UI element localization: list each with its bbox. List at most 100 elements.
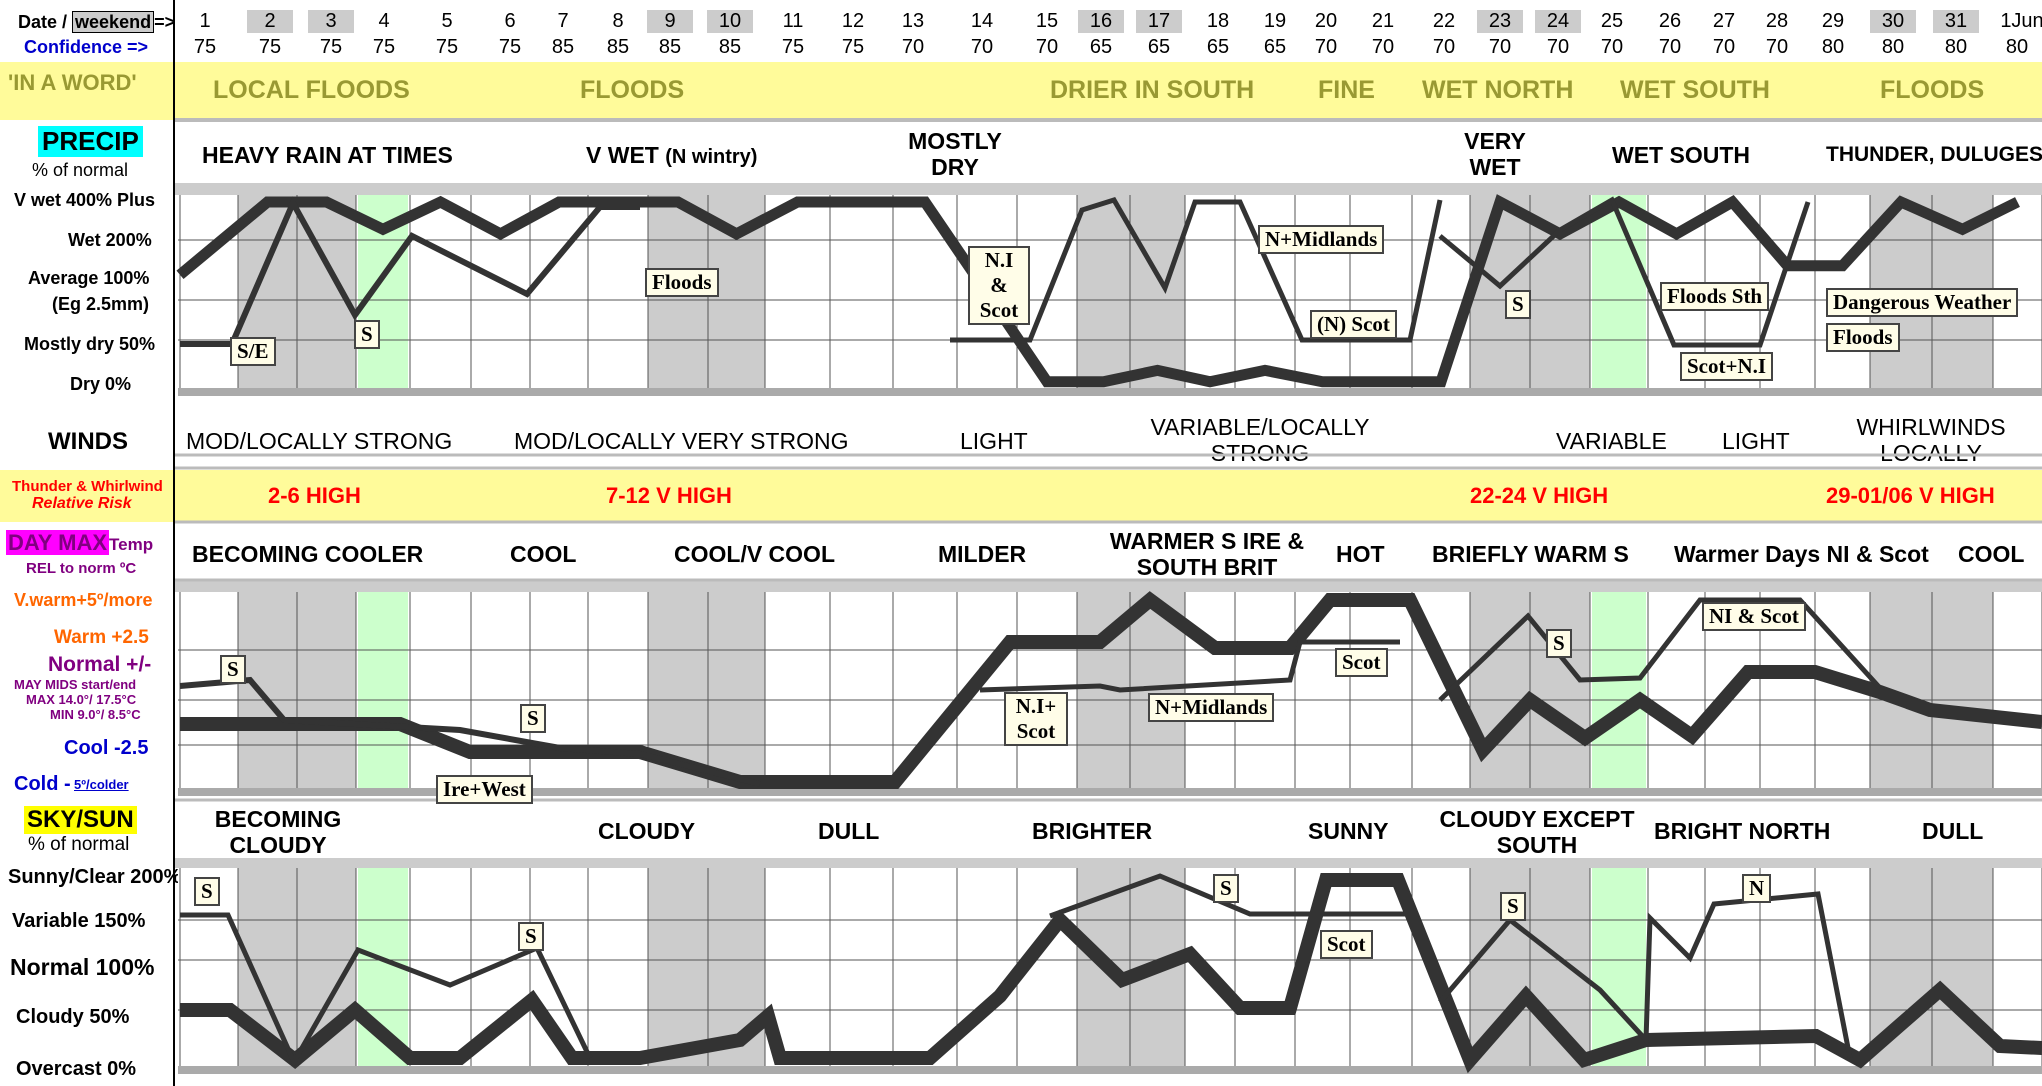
precip-y-label: (Eg 2.5mm) xyxy=(52,294,150,314)
confidence-cell: 70 xyxy=(1371,36,1395,58)
confidence-cell: 80 xyxy=(1881,36,1905,58)
annotation-box: Dangerous Weather xyxy=(1826,288,2019,317)
confidence-cell: 75 xyxy=(319,36,343,58)
date-cell: 3 xyxy=(308,10,354,33)
annotation-box: S/E xyxy=(230,337,276,366)
confidence-cell: 65 xyxy=(1263,36,1287,58)
thunder-sublabel: Relative Risk xyxy=(32,495,132,512)
annotation-box: (N) Scot xyxy=(1310,310,1397,339)
daymax-y-label: MAX 14.0°/ 17.5°C xyxy=(26,692,137,707)
confidence-cell: 85 xyxy=(718,36,742,58)
in-a-word-label: 'IN A WORD' xyxy=(8,70,137,95)
daymax-heading: COOL xyxy=(510,541,577,567)
annotation-box: S xyxy=(354,320,380,349)
in-a-word-label-cell xyxy=(0,62,173,120)
precip-heading: HEAVY RAIN AT TIMES xyxy=(202,142,453,168)
precip-line-se xyxy=(180,196,640,347)
date-cell: 27 xyxy=(1712,10,1736,32)
precip-sublabel: % of normal xyxy=(32,160,129,180)
precip-heading: VERY WET xyxy=(1464,128,1526,180)
winds-item: VARIABLE/LOCALLY STRONG xyxy=(1150,414,1370,466)
daymax-heading: Warmer Days NI & Scot xyxy=(1674,541,1929,567)
winds-item: MOD/LOCALLY STRONG xyxy=(186,428,453,454)
daymax-heading: COOL xyxy=(1958,541,2025,567)
date-cell: 14 xyxy=(970,10,994,32)
date-cell: 11 xyxy=(782,10,804,32)
in-a-word-item: FLOODS xyxy=(1880,76,1985,104)
confidence-cell: 70 xyxy=(1600,36,1624,58)
left-divider xyxy=(173,0,175,1086)
sky-heading: SUNNY xyxy=(1308,818,1389,844)
date-cell: 1 xyxy=(199,10,211,32)
date-cell: 22 xyxy=(1432,10,1456,32)
date-cell: 31 xyxy=(1933,10,1979,33)
annotation-box: Scot xyxy=(1335,648,1388,677)
daymax-panel-weekend-col xyxy=(708,592,765,792)
sky-line-mid xyxy=(1049,873,1410,919)
date-cell: 9 xyxy=(647,10,693,33)
date-cell: 26 xyxy=(1658,10,1682,32)
daymax-heading: WARMER S IRE & SOUTH BRIT xyxy=(1109,528,1305,580)
in-a-word-item: WET NORTH xyxy=(1422,76,1574,104)
date-cell: 21 xyxy=(1371,10,1395,32)
daymax-heading: COOL/V COOL xyxy=(674,541,835,567)
confidence-cell: 65 xyxy=(1147,36,1171,58)
date-cell: 5 xyxy=(441,10,453,32)
daymax-heading: HOT xyxy=(1336,541,1385,567)
date-cell: 8 xyxy=(612,10,624,32)
thunder-item: 22-24 V HIGH xyxy=(1470,483,1609,508)
daymax-y-label: Cold - xyxy=(14,773,71,795)
thunder-item: 7-12 V HIGH xyxy=(606,483,732,508)
annotation-box: Floods Sth xyxy=(1660,282,1770,311)
winds-item: LIGHT xyxy=(960,428,1028,454)
weekend-label: weekend xyxy=(72,11,155,33)
date-cell: 25 xyxy=(1600,10,1624,32)
sky-series-line xyxy=(180,873,2042,1074)
annotation-box: NI & Scot xyxy=(1702,602,1806,631)
in-a-word-item: FLOODS xyxy=(580,76,685,104)
thunder-item: 29-01/06 V HIGH xyxy=(1826,483,1995,508)
annotation-box: N+Midlands xyxy=(1148,693,1275,722)
precip-panel-weekend-col xyxy=(1077,195,1130,392)
confidence-cell: 70 xyxy=(1432,36,1456,58)
precip-series-line xyxy=(176,194,2020,388)
annotation-box: Floods xyxy=(1826,323,1900,352)
date-cell: 18 xyxy=(1206,10,1230,32)
date-cell: 20 xyxy=(1314,10,1338,32)
precip-line-north xyxy=(950,197,1443,343)
thunder-item: 2-6 HIGH xyxy=(268,483,361,508)
confidence-cell: 70 xyxy=(1488,36,1512,58)
date-cell: 6 xyxy=(504,10,516,32)
thunder-label-cell xyxy=(0,470,173,522)
annotation-box: S xyxy=(1213,874,1239,903)
confidence-cell: 85 xyxy=(606,36,630,58)
confidence-cell: 85 xyxy=(658,36,682,58)
daymax-sublabel: REL to norm ºC xyxy=(26,560,137,577)
daymax-line-north xyxy=(979,639,1400,693)
daymax-panel-highlight-col xyxy=(1592,592,1646,792)
precip-heading: THUNDER, DULUGES xyxy=(1826,143,2042,166)
daymax-top-strip xyxy=(175,580,2042,592)
date-cell: 4 xyxy=(378,10,390,32)
daymax-panel-highlight-col xyxy=(358,592,408,792)
annotation-box: Scot+N.I xyxy=(1680,352,1774,381)
date-cell: 7 xyxy=(557,10,569,32)
precip-line-south xyxy=(1438,196,1811,348)
confidence-cell: 65 xyxy=(1206,36,1230,58)
daymax-heading: MILDER xyxy=(938,541,1027,567)
confidence-label: Confidence => xyxy=(24,37,149,57)
date-cell: 30 xyxy=(1870,10,1916,33)
precip-top-strip xyxy=(175,183,2042,195)
sky-heading: BRIGHT NORTH xyxy=(1654,818,1831,844)
daymax-label: DAY MAX Temp xyxy=(6,530,153,556)
date-cell: 2 xyxy=(247,10,293,33)
sky-heading: DULL xyxy=(1922,818,1984,844)
daymax-panel-weekend-col xyxy=(1932,592,1993,792)
precip-y-label: Mostly dry 50% xyxy=(24,334,156,354)
sky-heading: DULL xyxy=(818,818,880,844)
precip-y-label: Wet 200% xyxy=(68,230,152,250)
confidence-cell: 70 xyxy=(970,36,994,58)
sky-label: SKY/SUN xyxy=(24,806,137,834)
sky-sublabel: % of normal xyxy=(28,834,130,855)
